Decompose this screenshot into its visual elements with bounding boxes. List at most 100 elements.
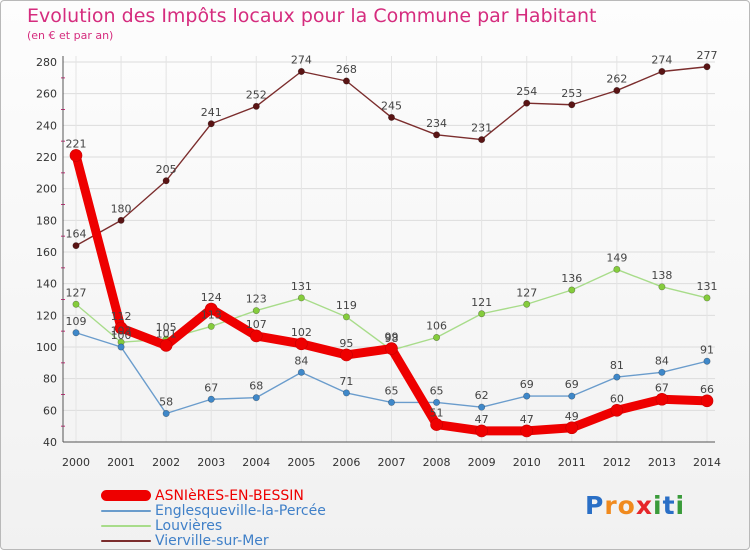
logo-letter: o [617, 491, 636, 520]
x-tick-label: 2010 [513, 456, 541, 469]
data-label-louvi-res: 131 [697, 280, 718, 293]
data-label-louvi-res: 113 [201, 308, 222, 321]
logo-letter: i [653, 491, 663, 520]
series-englesqueville-la-perc-e [72, 329, 711, 417]
data-point-louvi-res [613, 265, 621, 273]
data-label-vierville-sur-mer: 164 [66, 228, 87, 241]
data-point-vierville-sur-mer [207, 120, 215, 128]
legend-item-englesqueville-la-percee: Englesqueville-la-Percée [101, 503, 326, 519]
data-label-louvi-res: 98 [385, 332, 399, 345]
data-label-asni-res-en-bessin: 124 [201, 291, 222, 304]
data-point-englesqueville-la-perc-e [342, 389, 350, 397]
data-point-asni-res-en-bessin [159, 339, 173, 352]
x-tick-label: 2003 [197, 456, 225, 469]
data-point-asni-res-en-bessin [295, 337, 308, 351]
y-tick-label: 280 [36, 56, 57, 69]
data-label-asni-res-en-bessin: 47 [520, 413, 534, 426]
y-tick-label: 100 [36, 341, 57, 354]
data-point-asni-res-en-bessin [249, 329, 263, 343]
data-point-asni-res-en-bessin [430, 418, 443, 431]
data-point-englesqueville-la-perc-e [658, 368, 666, 376]
data-label-louvi-res: 119 [336, 299, 357, 312]
data-label-asni-res-en-bessin: 101 [156, 327, 177, 340]
data-label-vierville-sur-mer: 234 [426, 117, 447, 130]
y-tick-label: 160 [36, 246, 57, 259]
data-point-asni-res-en-bessin [385, 342, 398, 355]
y-tick-label: 140 [36, 278, 57, 291]
data-label-asni-res-en-bessin: 66 [700, 383, 714, 396]
axes: 40 60 80 100 120 140 160 180 200 220 240 260 280 2000… [36, 56, 721, 469]
data-point-louvi-res [523, 300, 531, 308]
x-tick-label: 2002 [152, 456, 180, 469]
data-point-louvi-res [658, 283, 666, 291]
data-point-asni-res-en-bessin [610, 404, 624, 417]
data-label-asni-res-en-bessin: 107 [246, 318, 267, 331]
data-point-englesqueville-la-perc-e [433, 398, 441, 406]
legend-swatch-englesqueville-la-percee [101, 509, 151, 512]
data-label-vierville-sur-mer: 245 [381, 99, 402, 112]
data-label-englesqueville-la-perc-e: 65 [430, 384, 444, 397]
x-tick-label: 2014 [693, 456, 721, 469]
data-label-vierville-sur-mer: 274 [291, 54, 312, 67]
data-label-englesqueville-la-perc-e: 91 [700, 343, 714, 356]
data-label-englesqueville-la-perc-e: 58 [159, 396, 173, 409]
data-point-louvi-res [207, 322, 215, 330]
logo-letter: x [635, 491, 653, 520]
x-tick-label: 2012 [603, 456, 631, 469]
data-point-englesqueville-la-perc-e [207, 395, 215, 403]
data-point-englesqueville-la-perc-e [162, 409, 170, 417]
data-point-louvi-res [478, 310, 486, 318]
data-label-englesqueville-la-perc-e: 69 [565, 378, 579, 391]
data-point-louvi-res [433, 333, 441, 341]
data-label-englesqueville-la-perc-e: 67 [204, 381, 218, 394]
data-label-asni-res-en-bessin: 47 [475, 413, 489, 426]
data-label-englesqueville-la-perc-e: 62 [475, 389, 489, 402]
x-tick-label: 2001 [107, 456, 135, 469]
y-tick-label: 260 [36, 88, 57, 101]
data-label-asni-res-en-bessin: 102 [291, 326, 312, 339]
y-tick-label: 220 [36, 151, 57, 164]
data-point-vierville-sur-mer [342, 77, 350, 85]
data-point-englesqueville-la-perc-e [568, 392, 576, 400]
data-point-asni-res-en-bessin [475, 424, 488, 438]
y-tick-label: 120 [36, 309, 57, 322]
logo-letter: P [585, 491, 605, 520]
data-point-vierville-sur-mer [387, 113, 395, 121]
data-label-louvi-res: 127 [66, 286, 87, 299]
data-point-louvi-res [252, 307, 260, 315]
data-label-vierville-sur-mer: 268 [336, 63, 357, 76]
data-label-englesqueville-la-perc-e: 68 [249, 380, 263, 393]
data-label-louvi-res: 131 [291, 280, 312, 293]
data-point-vierville-sur-mer [162, 177, 170, 185]
logo-letter: r [604, 491, 618, 520]
data-point-louvi-res [703, 294, 711, 302]
series-vierville-sur-mer [72, 63, 711, 250]
data-label-englesqueville-la-perc-e: 100 [111, 329, 132, 342]
y-tick-label: 60 [43, 404, 57, 417]
chart-title: Evolution des Impôts locaux pour la Comm… [27, 5, 597, 27]
data-label-louvi-res: 123 [246, 293, 267, 306]
data-label-asni-res-en-bessin: 112 [111, 310, 132, 323]
data-label-englesqueville-la-perc-e: 69 [520, 378, 534, 391]
data-point-louvi-res [297, 294, 305, 302]
x-tick-label: 2013 [648, 456, 676, 469]
data-point-englesqueville-la-perc-e [117, 343, 125, 351]
data-point-vierville-sur-mer [523, 99, 531, 107]
legend-swatch-vierville-sur-mer [101, 539, 151, 542]
data-point-vierville-sur-mer [613, 87, 621, 95]
data-point-vierville-sur-mer [703, 63, 711, 71]
data-label-asni-res-en-bessin: 221 [66, 137, 87, 150]
data-point-louvi-res [342, 313, 350, 321]
data-point-englesqueville-la-perc-e [703, 357, 711, 365]
legend-label-louvieres: Louvières [155, 517, 223, 534]
x-tick-label: 2006 [332, 456, 360, 469]
data-point-englesqueville-la-perc-e [297, 368, 305, 376]
data-point-englesqueville-la-perc-e [523, 392, 531, 400]
legend-label-vierville-sur-mer: Vierville-sur-Mer [155, 532, 269, 549]
data-point-asni-res-en-bessin [520, 424, 534, 438]
data-label-vierville-sur-mer: 262 [606, 73, 627, 86]
data-label-louvi-res: 127 [516, 286, 537, 299]
data-label-asni-res-en-bessin: 49 [565, 410, 579, 423]
y-tick-label: 240 [36, 119, 57, 132]
